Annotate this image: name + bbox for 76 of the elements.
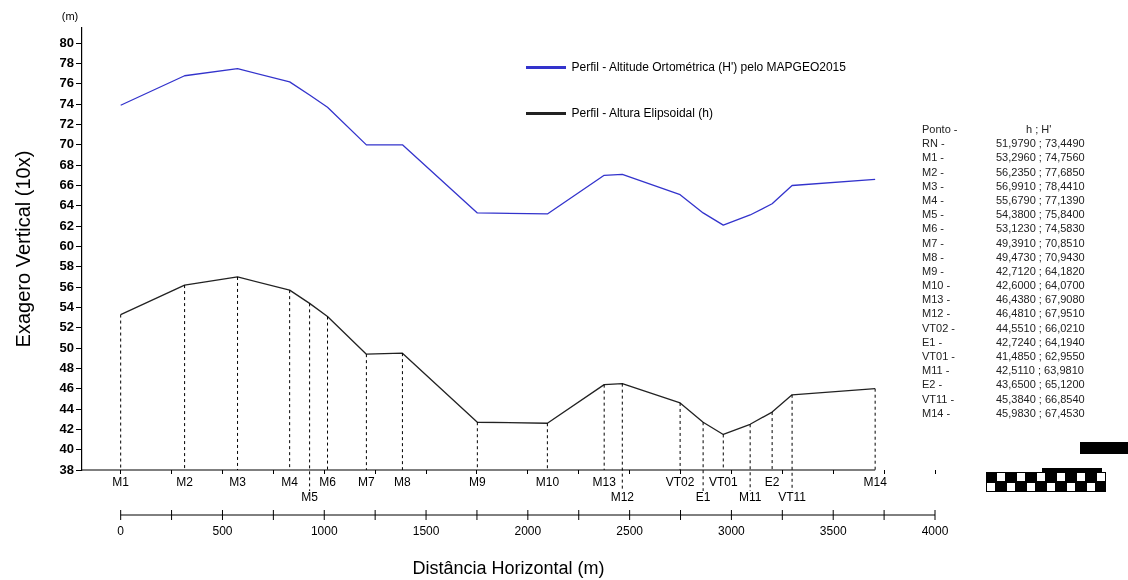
y-tick-label: 44 — [59, 400, 75, 416]
annotation: M11 — [738, 490, 762, 505]
x-tick-label: 3500 — [819, 523, 847, 538]
annotation: VT02 — [665, 475, 695, 490]
legend-label: Perfil - Altura Elipsoidal (h) — [571, 106, 713, 120]
y-tick-label: 74 — [59, 95, 75, 111]
text: VT02 - 44,5510 ; 66,0210 — [922, 321, 1085, 334]
annotation: M13 — [592, 475, 617, 490]
annotation: M12 — [610, 490, 635, 505]
y-tick-label: 70 — [59, 136, 74, 152]
y-tick-label: 40 — [59, 441, 74, 457]
x-tick-label: 0 — [117, 523, 125, 538]
text: M8 - 49,4730 ; 70,9430 — [922, 250, 1085, 263]
y-tick-label: 60 — [59, 238, 74, 254]
annotation: M8 — [394, 475, 412, 490]
text: Ponto - h ; H' — [922, 123, 1052, 135]
x-tick-label: 2500 — [616, 523, 644, 538]
y-tick-label: 48 — [59, 359, 74, 375]
text: E1 - 42,7240 ; 64,1940 — [922, 335, 1085, 348]
annotation: M4 — [281, 475, 299, 490]
y-tick-label: 50 — [59, 339, 74, 355]
annotation: M2 — [176, 475, 194, 490]
text: RN - 51,9790 ; 73,4490 — [922, 137, 1085, 150]
y-tick-label: 66 — [59, 177, 74, 193]
text: M10 - 42,6000 ; 64,0700 — [922, 279, 1085, 292]
text: M13 - 46,4380 ; 67,9080 — [922, 293, 1085, 306]
annotation: M7 — [358, 475, 376, 490]
text: M5 - 54,3800 ; 75,8400 — [922, 208, 1085, 221]
y-tick-label: 58 — [59, 258, 74, 274]
y-tick-label: 38 — [59, 461, 74, 477]
y-axis-title: Exagero Vertical (10x) — [11, 150, 34, 348]
text: M4 - 55,6790 ; 77,1390 — [922, 193, 1085, 206]
y-tick-label: 68 — [59, 156, 74, 172]
y-tick-label: 76 — [59, 75, 74, 91]
y-tick-label: 46 — [59, 380, 74, 396]
annotation: E2 — [764, 475, 780, 490]
y-tick-label: 80 — [59, 34, 74, 50]
text: M3 - 56,9910 ; 78,4410 — [922, 179, 1085, 192]
text: M9 - 42,7120 ; 64,1820 — [922, 264, 1085, 277]
y-tick-label: 52 — [59, 319, 74, 335]
y-tick-label: 62 — [59, 217, 74, 233]
annotation: M1 — [112, 475, 130, 490]
text: M11 - 42,5110 ; 63,9810 — [922, 364, 1084, 377]
x-tick-label: 1000 — [310, 523, 338, 538]
x-axis-title: Distância Horizontal (m) — [412, 558, 605, 579]
annotation: M14 — [863, 475, 888, 490]
text: M2 - 56,2350 ; 77,6850 — [922, 165, 1085, 178]
text: M6 - 53,1230 ; 74,5830 — [922, 222, 1085, 235]
text: VT11 - 45,3840 ; 66,8540 — [922, 392, 1085, 405]
legend-label: Perfil - Altitude Ortométrica (H') pelo MAPGEO2015 — [571, 60, 846, 74]
y-tick-label: 64 — [59, 197, 75, 213]
y-tick-label: 72 — [59, 116, 74, 132]
annotation: VT01 — [708, 475, 738, 490]
y-tick-label: 54 — [59, 299, 75, 314]
text: E2 - 43,6500 ; 65,1200 — [922, 378, 1085, 391]
text: M12 - 46,4810 ; 67,9510 — [922, 307, 1085, 320]
annotation: E1 — [695, 490, 711, 505]
text: (m) — [61, 9, 79, 22]
text: M1 - 53,2960 ; 74,7560 — [922, 151, 1085, 164]
x-tick-label: 2000 — [514, 523, 542, 538]
x-tick-label: 3000 — [718, 523, 746, 538]
x-tick-label: 500 — [212, 523, 233, 538]
annotation: M9 — [469, 475, 487, 490]
annotation: M3 — [229, 475, 247, 490]
annotation: VT11 — [778, 490, 807, 505]
text: M7 - 49,3910 ; 70,8510 — [922, 236, 1085, 249]
text: M14 - 45,9830 ; 67,4530 — [922, 406, 1085, 419]
annotation: M10 — [535, 475, 560, 490]
annotation: M5 — [301, 490, 319, 505]
x-tick-label: 1500 — [412, 523, 440, 538]
x-tick-label: 4000 — [921, 523, 949, 538]
y-tick-label: 56 — [59, 278, 74, 294]
y-tick-label: 42 — [59, 420, 74, 436]
annotation: M6 — [319, 475, 337, 490]
y-tick-label: 78 — [59, 55, 74, 71]
text: VT01 - 41,4850 ; 62,9550 — [922, 350, 1085, 362]
